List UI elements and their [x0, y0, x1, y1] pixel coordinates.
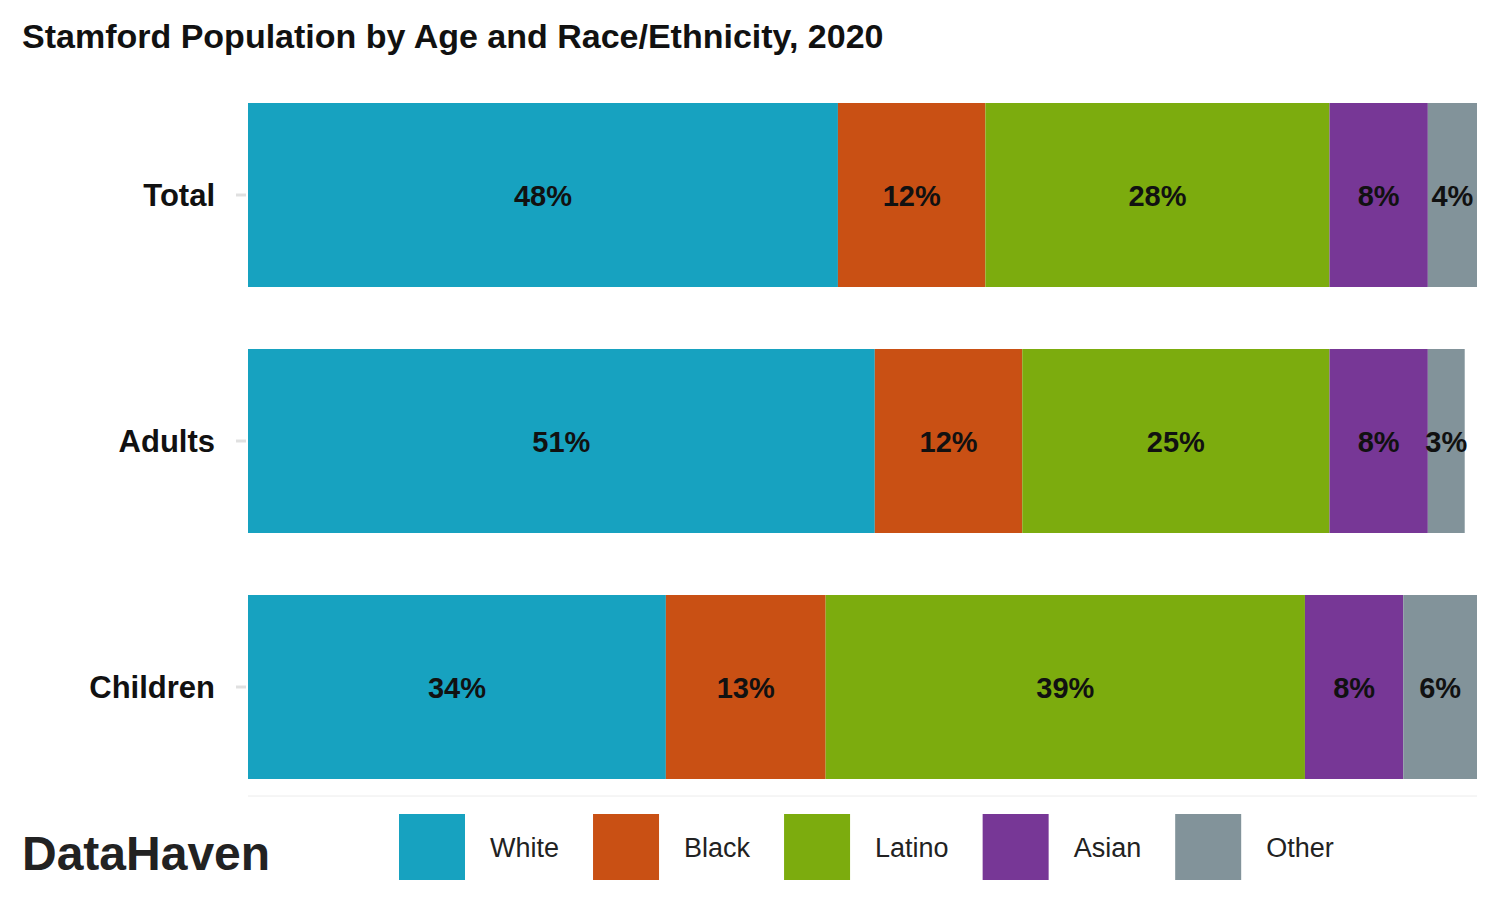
legend-label: Latino [875, 833, 949, 863]
category-label: Total [143, 178, 215, 213]
bar-segment [838, 103, 985, 287]
legend-label: Asian [1074, 833, 1142, 863]
bar-segment [248, 349, 875, 533]
data-label: 6% [1419, 672, 1461, 704]
data-label: 34% [428, 672, 486, 704]
data-label: 39% [1036, 672, 1094, 704]
category-axis: Total Adults Children [89, 178, 246, 705]
data-label: 25% [1147, 426, 1205, 458]
legend-swatch [784, 814, 850, 880]
legend-swatch [593, 814, 659, 880]
data-label: 48% [514, 180, 572, 212]
legend: White Black Latino Asian Other [399, 814, 1334, 880]
chart: Stamford Population by Age and Race/Ethn… [0, 0, 1500, 899]
bar-segment [1330, 349, 1428, 533]
y-tick [236, 440, 246, 443]
data-labels: 48% 12% 28% 8% 4% 51% 12% 25% 8% 3% 34% 13% 39% 8% 6% [428, 180, 1474, 704]
caption: DataHaven [22, 827, 270, 880]
legend-swatch [983, 814, 1049, 880]
legend-label: Black [684, 833, 751, 863]
bar-segment [1330, 103, 1428, 287]
data-label: 28% [1128, 180, 1186, 212]
data-label: 13% [717, 672, 775, 704]
bar-segment [1022, 349, 1329, 533]
data-label: 4% [1431, 180, 1473, 212]
bar-segment [1428, 103, 1477, 287]
bar-segment [666, 595, 826, 779]
bar-segment [1305, 595, 1403, 779]
data-label: 8% [1333, 672, 1375, 704]
y-tick [236, 686, 246, 689]
bar-segment [248, 595, 666, 779]
data-label: 8% [1358, 426, 1400, 458]
bar-segment [985, 103, 1329, 287]
bar-segment [826, 595, 1305, 779]
legend-label: Other [1266, 833, 1334, 863]
bar-segment [1403, 595, 1477, 779]
y-tick [236, 194, 246, 197]
category-label: Children [89, 670, 215, 705]
legend-label: White [490, 833, 559, 863]
bars [248, 103, 1477, 779]
data-label: 3% [1425, 426, 1467, 458]
data-label: 8% [1358, 180, 1400, 212]
data-label: 12% [920, 426, 978, 458]
category-label: Adults [119, 424, 215, 459]
title: Stamford Population by Age and Race/Ethn… [22, 17, 884, 55]
data-label: 12% [883, 180, 941, 212]
bar-segment [248, 103, 838, 287]
legend-swatch [1175, 814, 1241, 880]
legend-swatch [399, 814, 465, 880]
data-label: 51% [532, 426, 590, 458]
x-axis-line [248, 796, 1477, 797]
bar-segment [875, 349, 1022, 533]
